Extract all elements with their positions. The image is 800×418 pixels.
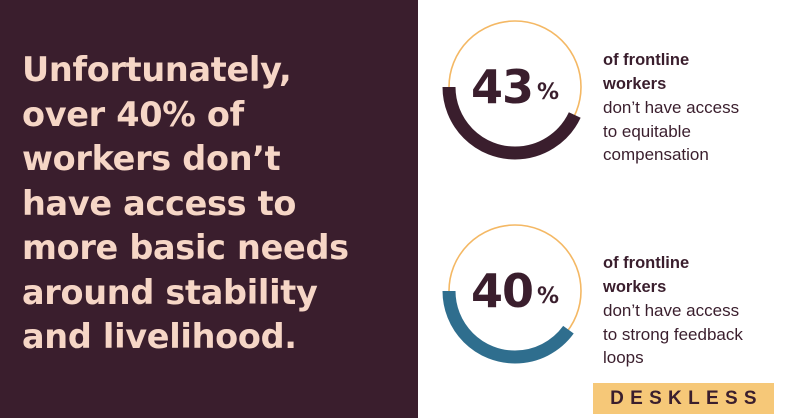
stat-description: of frontline workers don’t have access t… (603, 49, 793, 167)
stat-description: of frontline workers don’t have access t… (603, 252, 793, 370)
ring-chart (442, 14, 588, 160)
ring-chart (442, 218, 588, 364)
percent-sign: % (536, 284, 560, 309)
headline-line: around stability (22, 272, 318, 312)
stat-body-line: compensation (603, 145, 709, 164)
stat-body-line: to strong feedback (603, 324, 743, 344)
percentage-ring: 43% (440, 12, 590, 162)
stat-feedback: 40% of frontline workers don’t have acce… (418, 216, 800, 376)
right-panel: 43% of frontline workers don’t have acce… (418, 0, 800, 418)
ring-progress-arc (442, 14, 588, 160)
ring-progress-arc (442, 218, 588, 364)
headline-line: over 40% of (22, 94, 244, 134)
percentage-value: 40% (440, 216, 590, 366)
stat-body-line: to equitable (603, 121, 691, 141)
left-panel: Unfortunately, over 40% of workers don’t… (0, 0, 418, 418)
headline-line: have access to (22, 183, 297, 223)
headline-line: workers don’t (22, 139, 281, 178)
stat-body-line: don’t have access (603, 98, 740, 117)
stat-subject-line: of frontline (603, 51, 690, 69)
headline-line: Unfortunately, (22, 50, 292, 89)
stat-body-line: don’t have access (603, 301, 740, 320)
stat-subject-line: workers (603, 277, 667, 296)
percentage-number: 40 (470, 264, 534, 318)
logo-text: DESKLESS (610, 387, 763, 409)
percent-sign: % (536, 80, 560, 105)
headline-line: more basic needs (22, 228, 349, 267)
percentage-value: 43% (440, 12, 590, 162)
headline-line: and livelihood. (22, 317, 297, 356)
stat-subject-line: workers (603, 74, 667, 93)
stat-subject-line: of frontline (603, 254, 690, 272)
stat-compensation: 43% of frontline workers don’t have acce… (418, 12, 800, 172)
stat-body-line: loops (603, 348, 644, 367)
percentage-number: 43 (470, 60, 534, 114)
headline: Unfortunately, over 40% of workers don’t… (22, 48, 407, 360)
percentage-ring: 40% (440, 216, 590, 366)
deskless-logo: DESKLESS (593, 383, 774, 414)
